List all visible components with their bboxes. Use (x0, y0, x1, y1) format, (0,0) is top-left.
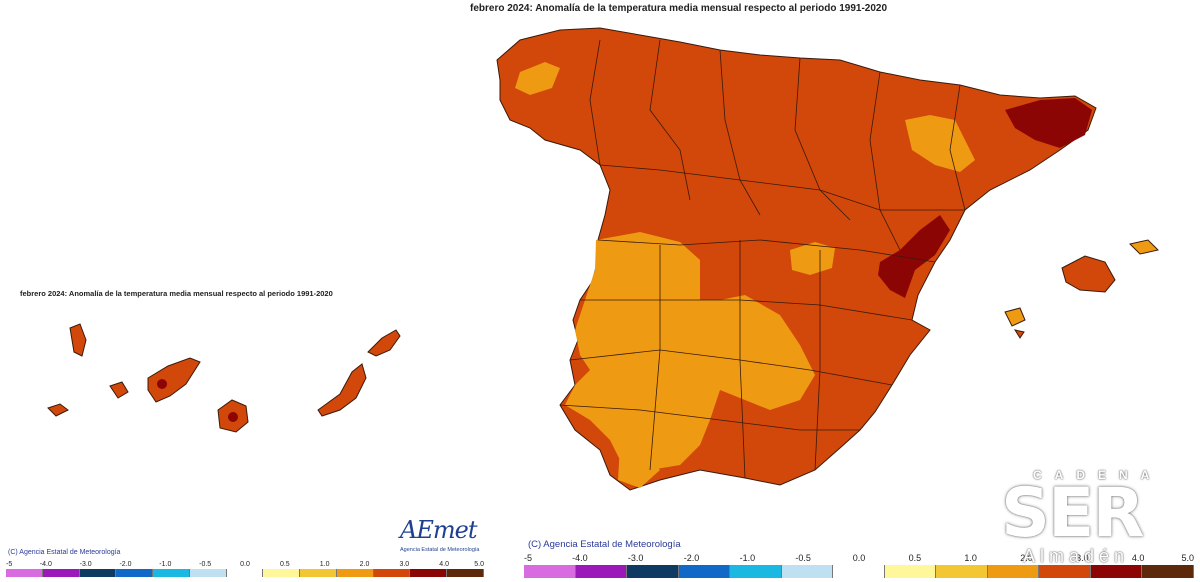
legend-swatch (6, 569, 43, 577)
legend-swatch (781, 565, 834, 578)
anomaly-zone-catalonia (1005, 98, 1092, 148)
legend-tick-label: -2.0 (683, 553, 700, 563)
legend-swatch (730, 565, 782, 578)
color-legend-peninsula (524, 565, 1194, 578)
legend-tick-label: -3.0 (79, 561, 92, 568)
legend-swatch (42, 569, 80, 577)
color-legend-canarias (6, 569, 484, 577)
lanzarote-island (367, 329, 401, 357)
province-borders (559, 39, 966, 479)
legend-swatch (373, 569, 411, 577)
legend-swatch (300, 569, 337, 577)
legend-swatch (575, 565, 628, 578)
gran-canaria-spot (228, 412, 238, 422)
legend-tick-label: 0.0 (852, 553, 866, 563)
legend-tick-label: -2.0 (119, 561, 132, 568)
anomaly-zone-central (790, 242, 835, 275)
credit-canarias: (C) Agencia Estatal de Meteorología (8, 549, 121, 556)
legend-tick-label: -1.0 (739, 553, 756, 563)
legend-swatch (936, 565, 988, 578)
legend-tick-label: 0.5 (279, 561, 290, 568)
legend-tick-label: 4.0 (1131, 553, 1145, 563)
anomaly-zone-andalucia (618, 445, 660, 488)
legend-tick-label: 3.0 (399, 561, 410, 568)
watermark-town: Almadén (1023, 546, 1130, 566)
anomaly-zone-southwest (565, 232, 815, 470)
legend-tick-label: 5.0 (1181, 553, 1194, 563)
legend-tick-label: -1.0 (159, 561, 172, 568)
fuerteventura-island (317, 363, 367, 417)
legend-tick-label: -4.0 (39, 561, 52, 568)
legend-swatch (524, 565, 576, 578)
map-title-canarias: febrero 2024: Anomalía de la temperatura… (20, 289, 333, 298)
legend-swatch (336, 569, 374, 577)
menorca-island (1129, 239, 1159, 255)
formentera-island (1013, 329, 1025, 339)
legend-swatch (678, 565, 731, 578)
watermark-ser: SER (1001, 474, 1145, 553)
anomaly-zone-galicia (515, 62, 560, 95)
legend-swatch (153, 569, 190, 577)
legend-swatch (884, 565, 937, 578)
teide-spot (157, 379, 167, 389)
aemet-logo: AEmet Agencia Estatal de Meteorología (396, 516, 488, 560)
legend-swatch (627, 565, 679, 578)
la-gomera-island (109, 381, 129, 399)
legend-swatch (189, 569, 227, 577)
legend-tick-label: -5 (6, 561, 13, 568)
legend-tick-label: -0.5 (795, 553, 811, 563)
aemet-logo-subtitle: Agencia Estatal de Meteorología (400, 547, 480, 553)
el-hierro-island (47, 403, 69, 417)
legend-swatch (410, 569, 448, 577)
legend-tick-label: 0.5 (908, 553, 922, 563)
legend-tick-label: -3.0 (627, 553, 644, 563)
legend-tick-label: 0.0 (240, 561, 250, 568)
map-title-peninsula: febrero 2024: Anomalía de la temperatura… (470, 3, 888, 14)
legend-tick-label: 4.0 (439, 561, 450, 568)
legend-swatch (1142, 565, 1194, 578)
legend-tick-label: 1.0 (319, 561, 330, 568)
legend-swatch (833, 565, 885, 578)
la-palma-island (69, 323, 87, 357)
legend-tick-label: -0.5 (199, 561, 212, 568)
legend-tick-label: 2.0 (359, 561, 370, 568)
legend-ticks-canarias: -5 -4.0 -3.0 -2.0 -1.0 -0.5 0.0 0.5 1.0 2.0 3.0 4.0… (6, 561, 484, 571)
legend-tick-label: -4.0 (572, 553, 588, 563)
legend-swatch (226, 569, 264, 577)
legend-swatch (116, 569, 154, 577)
legend-swatch (263, 569, 301, 577)
legend-tick-label: 2.0 (1020, 553, 1033, 563)
aemet-logo-word: AEmet (400, 516, 477, 544)
legend-tick-label: 5.0 (474, 561, 484, 568)
legend-tick-label: 3.0 (1076, 553, 1089, 563)
cadena-ser-watermark: CADENA SER Almadén (995, 466, 1200, 576)
legend-swatch (1039, 565, 1091, 578)
legend-swatch (447, 569, 484, 577)
anomaly-zone-valencia (878, 215, 950, 298)
ibiza-island (1004, 307, 1026, 327)
legend-swatch (1090, 565, 1143, 578)
legend-ticks-peninsula: -5 -4.0 -3.0 -2.0 -1.0 -0.5 0.0 0.5 1.0 2.0 3.0 4.0… (524, 553, 1194, 563)
watermark-cadena: CADENA (1033, 468, 1163, 482)
credit-peninsula: (C) Agencia Estatal de Meteorología (528, 539, 681, 550)
legend-swatch (987, 565, 1040, 578)
legend-tick-label: -5 (524, 553, 533, 563)
mallorca-island (1061, 255, 1116, 293)
anomaly-zone-ebro (905, 115, 975, 172)
legend-swatch (79, 569, 117, 577)
tenerife-island (147, 357, 201, 403)
legend-tick-label: 1.0 (964, 553, 977, 563)
